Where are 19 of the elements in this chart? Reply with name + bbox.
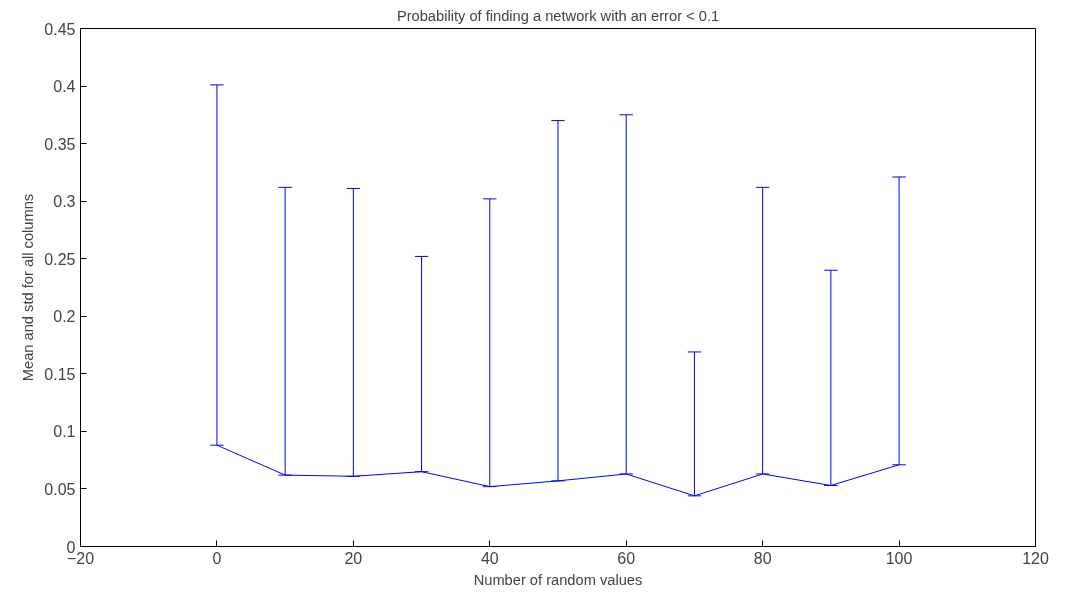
x-axis-title: Number of random values: [473, 571, 643, 588]
x-tick-label: 120: [1022, 549, 1049, 567]
x-tick-label: 60: [617, 549, 636, 567]
x-tick-label: 20: [344, 549, 363, 567]
x-tick-label: 100: [885, 549, 913, 567]
y-tick-label: 0.4: [53, 78, 76, 96]
y-tick-label: 0.05: [44, 480, 76, 498]
chart-title: Probability of finding a network with an error < 0.1: [396, 7, 720, 24]
y-tick-label: 0.3: [53, 193, 76, 211]
y-tick-label: 0.15: [44, 365, 76, 383]
y-tick-label: 0.2: [53, 308, 76, 326]
x-tick-label: 40: [480, 549, 499, 567]
y-axis-title: Mean and std for all columns: [20, 193, 37, 382]
y-tick-label: 0.45: [44, 20, 76, 38]
x-tick-label: 80: [753, 549, 772, 567]
y-tick-label: 0.25: [44, 250, 76, 268]
y-tick-label: 0.1: [53, 423, 76, 441]
y-tick-label: 0.35: [44, 135, 76, 153]
x-tick-label: 0: [212, 549, 222, 567]
